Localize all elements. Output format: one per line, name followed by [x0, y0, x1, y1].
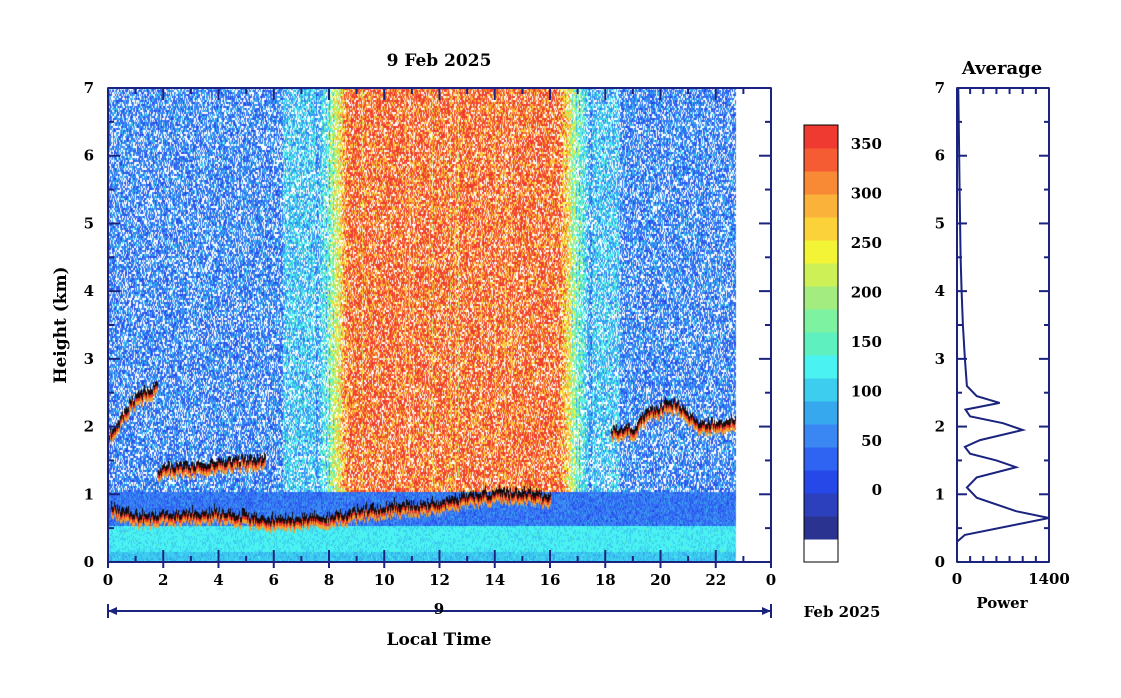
profile-x-axis-label: Power — [976, 594, 1028, 612]
profile-y-tick-label: 7 — [935, 79, 945, 97]
profile-x-tick-label: 0 — [952, 570, 962, 588]
colorbar-tick-label: 300 — [851, 185, 882, 203]
colorbar-segment — [804, 516, 838, 540]
colorbar-segment — [804, 240, 838, 264]
colorbar-segment — [804, 378, 838, 402]
main-x-tick-label: 10 — [374, 571, 395, 589]
profile-x-tick-label: 1400 — [1028, 570, 1070, 588]
date-axis-day-label: 9 — [434, 600, 444, 618]
colorbar-tick-label: 200 — [851, 283, 882, 301]
main-x-tick-label: 8 — [324, 571, 334, 589]
colorbar-segment — [804, 539, 838, 563]
colorbar-segment — [804, 148, 838, 172]
colorbar-segment — [804, 125, 838, 149]
main-y-tick-label: 6 — [84, 147, 94, 165]
main-x-tick-label: 14 — [484, 571, 505, 589]
date-axis-left-arrow — [108, 607, 117, 615]
colorbar-tick-label: 100 — [851, 382, 882, 400]
colorbar-segment — [804, 470, 838, 494]
main-chart-title: 9 Feb 2025 — [387, 51, 492, 71]
colorbar-segment — [804, 493, 838, 517]
colorbar-segment — [804, 355, 838, 379]
date-axis-month-label: Feb 2025 — [804, 603, 881, 621]
heatmap-raster — [108, 88, 771, 562]
colorbar-frame — [803, 124, 839, 563]
main-x-tick-label: 4 — [213, 571, 223, 589]
main-y-tick-label: 3 — [84, 350, 94, 368]
colorbar-segment — [804, 263, 838, 287]
colorbar-tick-label: 250 — [851, 234, 882, 252]
main-x-tick-label: 20 — [650, 571, 671, 589]
main-x-tick-label: 0 — [766, 571, 776, 589]
profile-y-tick-label: 1 — [935, 485, 945, 503]
main-x-tick-label: 2 — [158, 571, 168, 589]
colorbar-segment — [804, 447, 838, 471]
colorbar-tick-label: 0 — [872, 481, 882, 499]
profile-series-line — [956, 87, 1050, 543]
colorbar-segment — [804, 332, 838, 356]
main-ticks — [107, 87, 772, 568]
main-x-tick-label: 22 — [705, 571, 726, 589]
main-y-tick-label: 7 — [84, 79, 94, 97]
profile-y-tick-label: 0 — [935, 553, 945, 571]
colorbar-labels: 0 50 100 150 200 250 300 350 — [851, 135, 882, 499]
colorbar-segment — [804, 286, 838, 310]
colorbar-segment — [804, 171, 838, 195]
colorbar-segment — [804, 401, 838, 425]
main-x-tick-label: 12 — [429, 571, 450, 589]
main-x-tick-label: 6 — [269, 571, 279, 589]
profile-y-tick-label: 4 — [935, 282, 945, 300]
colorbar-segment — [804, 194, 838, 218]
colorbar-tick-label: 350 — [851, 135, 882, 153]
colorbar-tick-label: 50 — [861, 432, 882, 450]
main-y-tick-label: 1 — [84, 485, 94, 503]
date-axis: 9 Feb 2025 — [107, 600, 881, 621]
colorbar — [804, 125, 838, 563]
colorbar-tick-label: 150 — [851, 333, 882, 351]
main-x-tick-label: 0 — [103, 571, 113, 589]
profile-chart-title: Average — [961, 58, 1042, 79]
colorbar-segment — [804, 424, 838, 448]
main-x-tick-label: 18 — [595, 571, 616, 589]
main-y-tick-label: 0 — [84, 553, 94, 571]
profile-y-tick-label: 3 — [935, 350, 945, 368]
profile-y-tick-label: 6 — [935, 147, 945, 165]
heatmap-raster-container — [108, 88, 771, 562]
date-axis-right-arrow — [762, 607, 771, 615]
colorbar-segment — [804, 309, 838, 333]
main-y-tick-label: 4 — [84, 282, 94, 300]
main-y-axis-label: Height (km) — [51, 266, 71, 383]
colorbar-segment — [804, 217, 838, 241]
profile-y-tick-label: 2 — [935, 418, 945, 436]
main-y-tick-label: 5 — [84, 214, 94, 232]
main-x-axis-label: Local Time — [387, 630, 492, 650]
profile-tick-labels: 0 1 2 3 4 5 6 7 0 1400 — [935, 79, 1070, 588]
main-y-tick-label: 2 — [84, 418, 94, 436]
profile-y-tick-label: 5 — [935, 214, 945, 232]
main-x-tick-label: 16 — [540, 571, 561, 589]
